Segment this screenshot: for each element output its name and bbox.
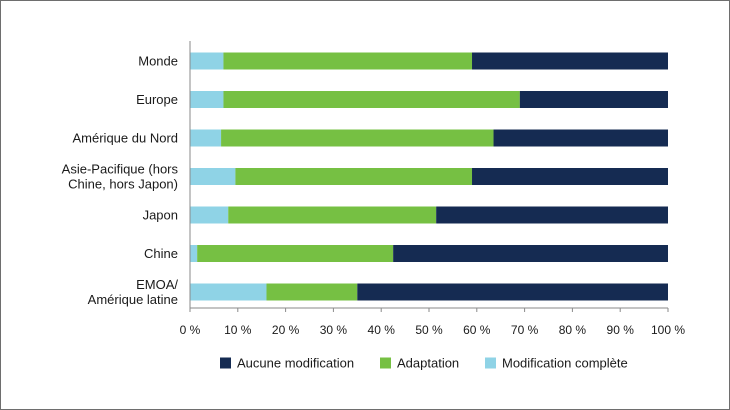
bar-adaptation-monde: [223, 52, 473, 70]
bar-modification-complete-emoa-amerique-latine: [190, 283, 267, 301]
bar-aucune-modification-amerique-du-nord: [493, 129, 668, 147]
legend-label-modification-complete: Modification complète: [502, 356, 628, 371]
category-label: Chine, hors Japon): [68, 177, 178, 192]
x-tick-label: 90 %: [607, 323, 635, 337]
category-label: Amérique latine: [88, 292, 178, 307]
bar-aucune-modification-emoa-amerique-latine: [357, 283, 668, 301]
bar-modification-complete-chine: [190, 245, 198, 262]
bar-aucune-modification-monde: [472, 52, 668, 70]
bar-aucune-modification-europe: [519, 91, 668, 108]
x-tick-label: 80 %: [559, 323, 587, 337]
legend-swatch-adaptation: [380, 357, 391, 369]
x-tick-label: 50 %: [415, 323, 443, 337]
x-axis: 0 % 10 % 20 % 30 % 40 % 50 % 60 % 70 % 80 % 90 % 1…: [180, 41, 685, 337]
bar-aucune-modification-chine: [393, 245, 668, 262]
x-tick-label: 10 %: [224, 323, 252, 337]
x-tick-label: 0 %: [180, 323, 201, 337]
legend-label-aucune-modification: Aucune modification: [237, 356, 354, 371]
category-label: Chine: [144, 246, 178, 261]
category-label: Europe: [136, 92, 178, 107]
bar-adaptation-asie-pacifique-hors-chine-hors-japon: [235, 168, 473, 185]
bar-aucune-modification-asie-pacifique-hors-chine-hors-japon: [472, 168, 668, 185]
bars-layer: [190, 52, 668, 301]
x-tick-label: 40 %: [368, 323, 396, 337]
category-label: Asie-Pacifique (hors: [62, 162, 179, 177]
bar-adaptation-amerique-du-nord: [221, 129, 494, 147]
x-tick-label: 20 %: [272, 323, 300, 337]
bar-modification-complete-japon: [190, 206, 229, 224]
category-label: Japon: [143, 208, 178, 223]
x-tick-label: 60 %: [463, 323, 491, 337]
bar-modification-complete-amerique-du-nord: [190, 129, 222, 147]
category-labels: Monde Europe Amérique du Nord Asie-Pacifiqu…: [62, 54, 179, 308]
bar-adaptation-europe: [223, 91, 520, 108]
bar-adaptation-emoa-amerique-latine: [266, 283, 358, 301]
legend: Aucune modification Adaptation Modificatio…: [220, 356, 628, 371]
x-tick-label: 70 %: [511, 323, 539, 337]
x-tick-label: 100 %: [651, 323, 685, 337]
bar-adaptation-chine: [197, 245, 394, 262]
legend-label-adaptation: Adaptation: [397, 356, 459, 371]
bar-adaptation-japon: [228, 206, 437, 224]
category-label: Amérique du Nord: [73, 131, 179, 146]
x-tick-label: 30 %: [320, 323, 348, 337]
bar-modification-complete-monde: [190, 52, 224, 70]
category-label: EMOA/: [136, 277, 178, 292]
legend-swatch-modification-complete: [485, 357, 496, 369]
bar-modification-complete-europe: [190, 91, 224, 108]
legend-swatch-aucune-modification: [220, 357, 231, 369]
category-label: Monde: [138, 54, 178, 69]
bar-modification-complete-asie-pacifique-hors-chine-hors-japon: [190, 168, 236, 185]
bar-aucune-modification-japon: [436, 206, 668, 224]
